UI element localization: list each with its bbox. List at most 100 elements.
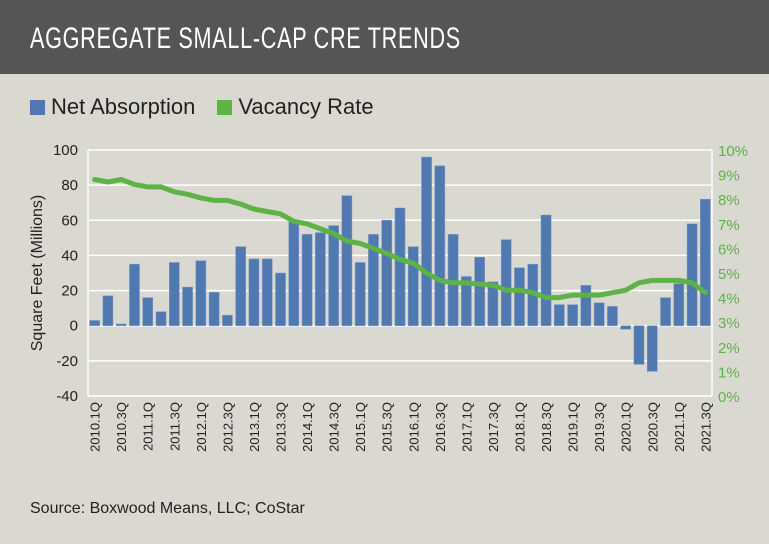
bar-net-absorption <box>195 260 207 326</box>
x-tick-label: 2017.1Q <box>459 402 474 452</box>
bar-net-absorption <box>407 246 419 326</box>
bar-net-absorption <box>434 165 446 326</box>
bar-net-absorption <box>461 276 472 326</box>
bar-net-absorption <box>381 220 393 326</box>
bar-net-absorption <box>341 195 353 326</box>
bar-net-absorption <box>633 325 645 365</box>
bar-net-absorption <box>182 286 193 326</box>
bar-net-absorption <box>514 267 525 326</box>
bar-net-absorption <box>288 221 300 326</box>
bar-net-absorption <box>328 225 339 326</box>
x-tick-label: 2014.1Q <box>300 402 315 452</box>
bar-net-absorption <box>487 281 499 326</box>
x-tick-label: 2011.1Q <box>141 402 156 451</box>
y-tick-label: 20 <box>61 283 78 300</box>
y2-tick-label: 10% <box>718 143 748 160</box>
y2-tick-label: 9% <box>718 168 740 185</box>
x-tick-label: 2018.1Q <box>512 402 527 452</box>
x-tick-label: 2011.3Q <box>167 402 182 451</box>
bar-net-absorption <box>500 239 512 326</box>
legend-label: Vacancy Rate <box>238 94 374 119</box>
bar-net-absorption <box>567 304 578 326</box>
y2-tick-label: 4% <box>718 291 740 308</box>
y2-tick-label: 3% <box>718 315 740 332</box>
bar-net-absorption <box>222 314 233 326</box>
bar-net-absorption <box>554 304 565 326</box>
bar-net-absorption <box>368 234 379 326</box>
legend-label: Net Absorption <box>51 94 196 119</box>
y-tick-label: 40 <box>61 247 78 264</box>
y2-tick-label: 0% <box>718 389 740 406</box>
bar-net-absorption <box>275 272 286 326</box>
bar-net-absorption <box>169 262 180 326</box>
bar-net-absorption <box>593 302 605 326</box>
x-tick-label: 2010.3Q <box>114 402 129 452</box>
x-tick-label: 2021.1Q <box>672 402 687 452</box>
x-tick-label: 2018.3Q <box>539 402 554 452</box>
chart-title: AGGREGATE SMALL-CAP CRE TRENDS <box>30 22 461 55</box>
bar-net-absorption <box>620 325 631 330</box>
x-tick-label: 2019.1Q <box>566 402 581 452</box>
x-tick-label: 2015.3Q <box>380 402 395 452</box>
bar-net-absorption <box>235 246 246 326</box>
x-tick-label: 2020.1Q <box>619 402 634 452</box>
bar-net-absorption <box>686 223 698 326</box>
legend: Net Absorption Vacancy Rate <box>30 94 396 120</box>
legend-item-net-absorption: Net Absorption <box>30 94 195 120</box>
bar-net-absorption <box>474 256 485 326</box>
y-tick-label: -40 <box>56 388 78 405</box>
bar-net-absorption <box>142 297 154 326</box>
x-tick-label: 2010.1Q <box>88 402 103 452</box>
y-tick-label: 0 <box>70 318 78 335</box>
source-note: Source: Boxwood Means, LLC; CoStar <box>30 500 305 517</box>
x-tick-label: 2014.3Q <box>327 402 342 452</box>
y-tick-label: 80 <box>61 177 78 194</box>
bar-net-absorption <box>580 285 592 326</box>
y2-tick-label: 2% <box>718 340 740 357</box>
bar-net-absorption <box>421 156 432 326</box>
x-tick-label: 2013.3Q <box>274 402 289 452</box>
x-tick-label: 2016.3Q <box>433 402 448 452</box>
y-axis-title: Square Feet (Millions) <box>29 195 46 352</box>
x-tick-label: 2012.3Q <box>220 402 235 452</box>
x-tick-label: 2016.1Q <box>406 402 421 452</box>
bar-net-absorption <box>315 232 326 326</box>
x-tick-label: 2021.3Q <box>698 402 713 452</box>
x-tick-label: 2020.3Q <box>645 402 660 452</box>
y-tick-label: -20 <box>56 353 78 370</box>
y2-tick-label: 5% <box>718 266 740 283</box>
x-tick-label: 2019.3Q <box>592 402 607 452</box>
y2-tick-label: 6% <box>718 241 740 258</box>
bar-net-absorption <box>261 258 273 326</box>
y-tick-label: 100 <box>53 142 78 159</box>
bar-net-absorption <box>660 297 671 326</box>
bar-net-absorption <box>115 323 127 326</box>
bar-net-absorption <box>607 306 618 326</box>
bar-net-absorption <box>354 262 366 326</box>
bar-net-absorption <box>646 325 658 372</box>
legend-swatch-line <box>217 99 233 115</box>
bar-net-absorption <box>700 198 711 326</box>
bar-net-absorption <box>248 258 260 326</box>
bar-net-absorption <box>155 311 167 326</box>
y2-tick-label: 7% <box>718 217 740 234</box>
bar-net-absorption <box>673 283 685 326</box>
bar-net-absorption <box>540 214 552 326</box>
x-tick-label: 2017.3Q <box>486 402 501 452</box>
legend-swatch-bar <box>30 99 45 115</box>
y2-tick-label: 8% <box>718 192 740 209</box>
header-bar: AGGREGATE SMALL-CAP CRE TRENDS <box>0 0 769 74</box>
x-tick-label: 2012.1Q <box>194 402 209 452</box>
y-tick-label: 60 <box>61 212 78 229</box>
y2-tick-label: 1% <box>718 364 740 381</box>
bar-net-absorption <box>394 207 406 326</box>
legend-item-vacancy-rate: Vacancy Rate <box>217 94 374 120</box>
bar-net-absorption <box>129 263 140 326</box>
x-tick-label: 2015.1Q <box>353 402 368 452</box>
x-tick-label: 2013.1Q <box>247 402 262 452</box>
bar-net-absorption <box>89 320 100 326</box>
bar-net-absorption <box>301 234 313 326</box>
bar-net-absorption <box>208 292 220 326</box>
bar-net-absorption <box>102 295 114 326</box>
